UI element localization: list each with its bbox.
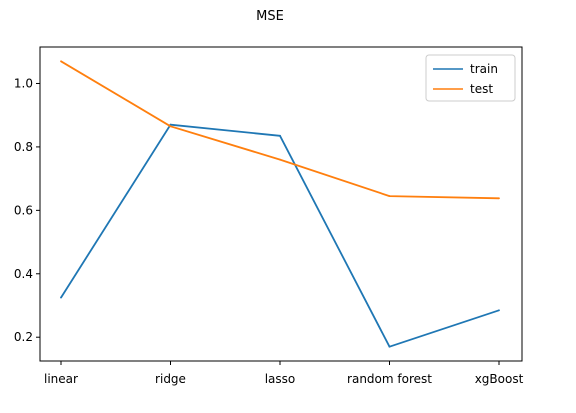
data-point-test bbox=[279, 158, 281, 161]
chart-title: MSE bbox=[256, 9, 284, 24]
plot-area bbox=[39, 46, 523, 362]
legend-label-train: train bbox=[470, 62, 498, 76]
y-tick-label: 0.6 bbox=[14, 203, 33, 217]
x-tick-label: random forest bbox=[347, 372, 432, 386]
y-axis: 0.2 0.4 0.6 0.8 1.0 bbox=[14, 76, 40, 344]
x-tick-label: lasso bbox=[265, 372, 296, 386]
data-point-train bbox=[388, 345, 391, 348]
data-point-train bbox=[498, 309, 500, 312]
data-point-train bbox=[60, 296, 62, 299]
y-tick-label: 0.8 bbox=[14, 140, 33, 154]
x-tick-label: ridge bbox=[155, 372, 186, 386]
data-point-test bbox=[169, 125, 172, 128]
x-tick-label: xgBoost bbox=[475, 372, 524, 386]
series-line-train bbox=[60, 123, 500, 348]
series-layer bbox=[60, 60, 500, 348]
legend: train test bbox=[425, 54, 516, 102]
plot-frame bbox=[39, 46, 523, 362]
data-point-test bbox=[60, 60, 62, 63]
legend-label-test: test bbox=[470, 82, 493, 96]
data-point-train bbox=[279, 134, 281, 137]
y-tick-label: 0.2 bbox=[14, 330, 33, 344]
x-axis: linear ridge lasso random forest xgBoost bbox=[44, 361, 524, 386]
y-tick-label: 1.0 bbox=[14, 76, 33, 90]
x-tick-label: linear bbox=[44, 372, 78, 386]
data-point-test bbox=[388, 195, 391, 197]
y-tick-label: 0.4 bbox=[14, 267, 33, 281]
data-point-test bbox=[498, 197, 500, 200]
